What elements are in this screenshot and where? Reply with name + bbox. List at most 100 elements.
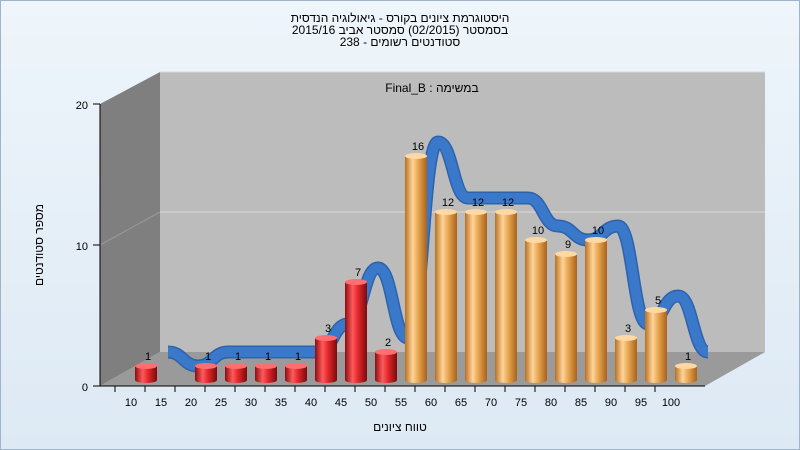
data-label-85: 10 xyxy=(592,225,604,237)
y-tick-label-0: 0 xyxy=(82,382,88,394)
bar-top xyxy=(675,363,697,369)
data-label-60: 12 xyxy=(442,197,454,209)
bar-body xyxy=(195,366,217,383)
x-tick-label-70: 70 xyxy=(485,397,497,409)
bar-top xyxy=(555,251,577,257)
data-label-100: 1 xyxy=(685,351,691,363)
bar-top xyxy=(525,237,547,243)
x-tick-label-15: 15 xyxy=(155,397,167,409)
x-tick-label-95: 95 xyxy=(635,397,647,409)
data-label-50: 2 xyxy=(385,337,391,349)
bar-body xyxy=(345,282,367,383)
bar-20 xyxy=(195,363,217,383)
bar-body xyxy=(525,240,547,383)
bars-layer: 1 1 1 1 1 3 7 2 16 12 12 12 10 9 10 3 5 1 xyxy=(135,141,697,383)
x-tick-label-10: 10 xyxy=(125,397,137,409)
bar-body xyxy=(615,338,637,383)
bar-top xyxy=(195,363,217,369)
x-tick-label-80: 80 xyxy=(545,397,557,409)
bar-top xyxy=(585,237,607,243)
x-tick-label-30: 30 xyxy=(245,397,257,409)
data-label-55: 16 xyxy=(412,141,424,153)
bar-top xyxy=(435,209,457,215)
bar-top xyxy=(375,349,397,355)
bar-body xyxy=(675,366,697,383)
bar-top xyxy=(135,363,157,369)
x-axis-label: טווח ציונים xyxy=(373,420,427,434)
bar-body xyxy=(375,352,397,383)
bar-body xyxy=(315,338,337,383)
bar-65 xyxy=(465,209,487,383)
bar-40 xyxy=(315,335,337,383)
plot-title: במשימה : Final_B xyxy=(385,81,478,95)
gridline-10-side xyxy=(99,211,161,246)
bar-body xyxy=(555,254,577,383)
bar-75 xyxy=(525,237,547,383)
bar-45 xyxy=(345,279,367,383)
x-ticks-layer: 10 15 20 25 30 35 40 45 50 55 60 65 70 75 80 85 90 95 100 xyxy=(114,386,680,409)
bar-top xyxy=(645,307,667,313)
bar-55 xyxy=(405,153,427,383)
bar-body xyxy=(225,366,247,383)
x-tick-label-55: 55 xyxy=(395,397,407,409)
x-tick-label-20: 20 xyxy=(185,397,197,409)
x-tick-label-100: 100 xyxy=(662,397,680,409)
bar-top xyxy=(465,209,487,215)
bar-body xyxy=(255,366,277,383)
bar-top xyxy=(495,209,517,215)
y-tick-label-10: 10 xyxy=(76,241,88,253)
x-tick-label-35: 35 xyxy=(275,397,287,409)
x-tick-label-45: 45 xyxy=(335,397,347,409)
bar-body xyxy=(405,156,427,383)
data-label-80: 9 xyxy=(565,239,571,251)
bar-top xyxy=(615,335,637,341)
bar-body xyxy=(465,212,487,383)
bar-95 xyxy=(645,307,667,383)
bar-body xyxy=(285,366,307,383)
x-tick-label-75: 75 xyxy=(515,397,527,409)
data-label-25: 1 xyxy=(235,351,241,363)
bar-60 xyxy=(435,209,457,383)
data-label-45: 7 xyxy=(355,267,361,279)
bar-70 xyxy=(495,209,517,383)
x-tick-label-60: 60 xyxy=(425,397,437,409)
bar-50 xyxy=(375,349,397,383)
bar-10 xyxy=(135,363,157,383)
bar-top xyxy=(405,153,427,159)
bar-90 xyxy=(615,335,637,383)
bar-35 xyxy=(285,363,307,383)
data-label-20: 1 xyxy=(205,351,211,363)
y-axis-label: מספר סטודנטים xyxy=(32,204,46,286)
bar-100 xyxy=(675,363,697,383)
data-label-35: 1 xyxy=(295,351,301,363)
chart-title-line1: היסטוגרמת ציונים בקורס - גיאולוגיה הנדסי… xyxy=(290,11,510,25)
x-tick-label-50: 50 xyxy=(365,397,377,409)
bar-top xyxy=(255,363,277,369)
data-label-30: 1 xyxy=(265,351,271,363)
bar-top xyxy=(225,363,247,369)
data-label-95: 5 xyxy=(655,295,661,307)
x-tick-label-90: 90 xyxy=(605,397,617,409)
data-label-10: 1 xyxy=(145,351,151,363)
chart-title-line2: בסמסטר (02/2015) סמסטר אביב 2015/16 xyxy=(291,23,509,37)
chart-title-line3: סטודנטים רשומים - 238 xyxy=(339,35,461,49)
bar-body xyxy=(495,212,517,383)
bar-body xyxy=(645,310,667,383)
x-tick-label-85: 85 xyxy=(575,397,587,409)
bar-top xyxy=(315,335,337,341)
x-tick-label-40: 40 xyxy=(305,397,317,409)
data-label-40: 3 xyxy=(325,323,331,335)
trend-line xyxy=(167,137,710,371)
data-label-75: 10 xyxy=(532,225,544,237)
bar-body xyxy=(435,212,457,383)
data-label-90: 3 xyxy=(625,323,631,335)
data-label-65: 12 xyxy=(472,197,484,209)
bar-body xyxy=(135,366,157,383)
bar-30 xyxy=(255,363,277,383)
y-tick-label-20: 20 xyxy=(76,100,88,112)
bar-top xyxy=(345,279,367,285)
bar-top xyxy=(285,363,307,369)
bar-80 xyxy=(555,251,577,383)
x-tick-label-25: 25 xyxy=(215,397,227,409)
